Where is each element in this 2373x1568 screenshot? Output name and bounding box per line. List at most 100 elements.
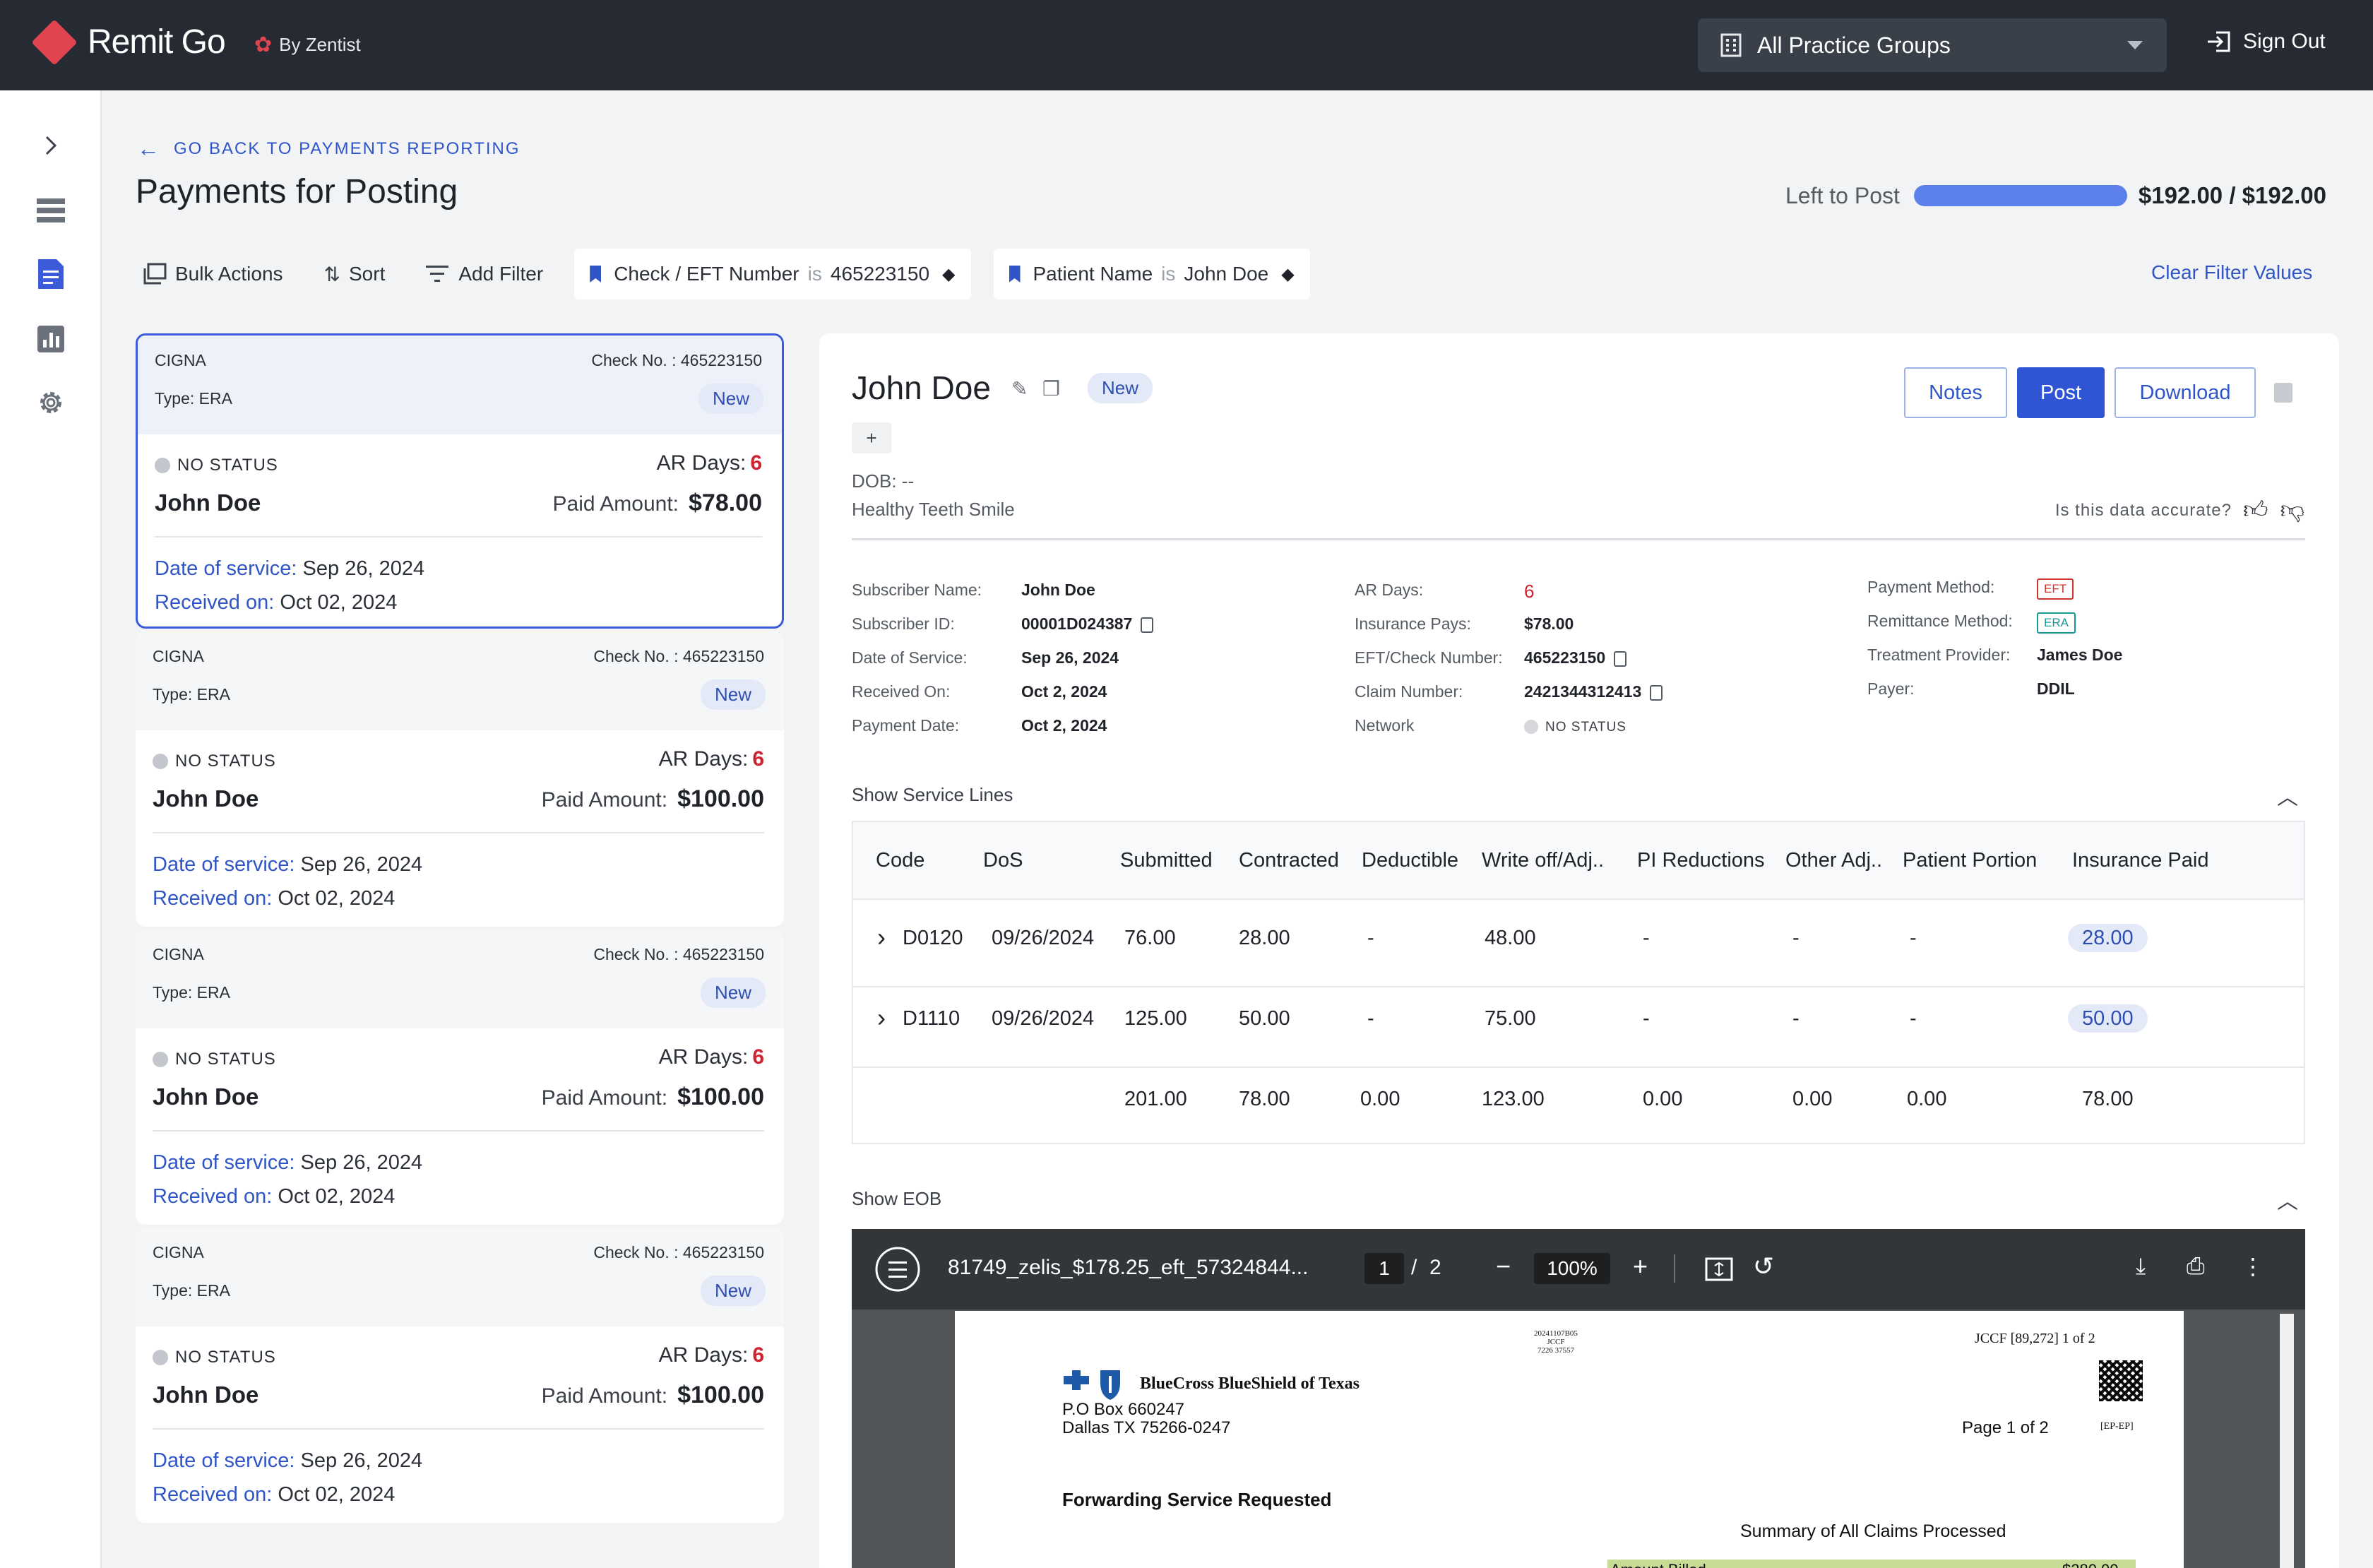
total-cell: 78.00 [2082, 1088, 2134, 1110]
info-label: Received On: [852, 682, 951, 701]
add-filter-button[interactable]: Add Filter [426, 263, 543, 285]
app-name: Remit Go [88, 23, 226, 61]
rotate-icon[interactable]: ↺ [1753, 1252, 1775, 1281]
payment-card[interactable]: CIGNA Check No. : 465223150 Type: ERA Ne… [136, 929, 784, 1225]
service-lines-toggle[interactable]: Show Service Lines [852, 784, 1013, 805]
copy-icon[interactable] [1650, 684, 1663, 701]
bcbs-logo-icon [1064, 1370, 1120, 1400]
practice-group-select[interactable]: All Practice Groups [1698, 18, 2167, 72]
download-button[interactable]: Download [2115, 367, 2256, 418]
patient-name: John Doe [155, 489, 261, 516]
by-zentist-label: By Zentist [279, 34, 361, 55]
info-value: $78.00 [1524, 614, 1574, 634]
bookmark-icon [1009, 266, 1021, 283]
pdf-scrollbar[interactable] [2280, 1314, 2294, 1568]
status-badge: New [698, 384, 763, 414]
check-number: Check No. : 465223150 [593, 1243, 764, 1261]
column-header[interactable]: PI Reductions [1637, 849, 1765, 872]
zoom-out-icon[interactable]: − [1496, 1252, 1511, 1281]
column-header[interactable]: Contracted [1239, 849, 1339, 872]
payments-document-icon[interactable] [31, 254, 71, 294]
table-cell-text[interactable]: 28.00 [2068, 924, 2148, 952]
chevron-up-icon[interactable]: ︿ [2277, 786, 2298, 809]
status-badge: New [1088, 373, 1153, 403]
sign-out-button[interactable]: Sign Out [2206, 30, 2326, 54]
table-cell-text: 48.00 [1485, 927, 1536, 949]
received-on: Received on: Oct 02, 2024 [153, 887, 396, 910]
thumbs-down-icon[interactable]: 👎︎ [2280, 497, 2305, 523]
copy-icon[interactable] [1141, 617, 1154, 633]
info-value-text: NO STATUS [1545, 720, 1626, 735]
more-options-icon[interactable]: ⋮ [2242, 1254, 2264, 1279]
expand-row-chevron-icon[interactable]: › [877, 1003, 886, 1032]
list-icon[interactable] [31, 191, 71, 230]
eob-toggle[interactable]: Show EOB [852, 1188, 942, 1209]
left-to-post: Left to Post $192.00 / $192.00 [1785, 182, 2326, 209]
payment-card[interactable]: CIGNA Check No. : 465223150 Type: ERA Ne… [136, 333, 784, 629]
filter-chip-check-number[interactable]: Check / EFT Number is 465223150 ◆ [574, 249, 971, 299]
zentist-icon: ✿ [254, 33, 273, 57]
table-cell-text: 28.00 [1239, 927, 1290, 949]
add-button[interactable]: + [852, 422, 891, 453]
menu-icon[interactable] [874, 1246, 921, 1293]
pdf-viewer[interactable]: 81749_zelis_$178.25_eft_57324844... 1 / … [852, 1229, 2305, 1568]
filter-chip-patient-name[interactable]: Patient Name is John Doe ◆ [993, 249, 1310, 299]
fit-page-icon[interactable] [1705, 1257, 1733, 1281]
download-icon[interactable]: ⤓ [2136, 1253, 2146, 1278]
print-icon[interactable]: ⎙ [2187, 1253, 2205, 1278]
status-dot-icon [153, 1350, 168, 1365]
zoom-level[interactable]: 100% [1534, 1253, 1610, 1284]
back-to-payments-reporting-link[interactable]: ← GO BACK TO PAYMENTS REPORTING [137, 136, 521, 162]
ar-days: AR Days: 6 [656, 451, 762, 475]
table-cell-text[interactable]: 50.00 [2068, 1004, 2148, 1033]
column-header[interactable]: DoS [983, 849, 1023, 872]
info-label: Payment Method: [1867, 578, 1995, 596]
notes-button[interactable]: Notes [1904, 367, 2007, 418]
payment-card[interactable]: CIGNA Check No. : 465223150 Type: ERA Ne… [136, 1228, 784, 1523]
column-header[interactable]: Patient Portion [1903, 849, 2038, 872]
zoom-in-icon[interactable]: + [1633, 1252, 1648, 1281]
info-value: 6 [1524, 581, 1534, 602]
clear-filter-values-link[interactable]: Clear Filter Values [2151, 261, 2313, 283]
info-value-text: Oct 2, 2024 [1021, 682, 1107, 701]
paid-amount: Paid Amount: $78.00 [552, 489, 762, 516]
eraser-icon[interactable]: ◆ [1281, 264, 1295, 284]
table-cell: - [1643, 927, 1650, 950]
app-logo[interactable]: Remit Go [31, 18, 226, 66]
sort-button[interactable]: ⇅ Sort [324, 263, 386, 286]
column-header[interactable]: Deductible [1362, 849, 1459, 872]
table-cell: - [1910, 1007, 1917, 1031]
column-header[interactable]: Write off/Adj.. [1482, 849, 1604, 872]
table-cell-text: - [1792, 1007, 1800, 1030]
eob-insurer-name: BlueCross BlueShield of Texas [1140, 1374, 1360, 1393]
bulk-actions-button[interactable]: Bulk Actions [143, 263, 283, 285]
column-header[interactable]: Code [876, 849, 925, 872]
table-cell-text: 09/26/2024 [992, 927, 1095, 949]
delete-icon[interactable] [2274, 383, 2292, 403]
page-number-input[interactable]: 1 [1364, 1253, 1404, 1284]
eob-summary-title: Summary of All Claims Processed [1740, 1521, 2006, 1541]
thumbs-up-icon[interactable]: 👍︎ [2242, 497, 2269, 523]
edit-pencil-icon[interactable]: ✎ [1011, 378, 1028, 400]
status-dot-icon [153, 754, 168, 769]
table-cell: - [1367, 927, 1374, 950]
expand-sidebar-icon[interactable] [31, 126, 71, 165]
status-text: NO STATUS [175, 1348, 276, 1367]
eraser-icon[interactable]: ◆ [942, 264, 956, 284]
copy-icon[interactable] [1614, 651, 1627, 667]
chevron-up-icon[interactable]: ︿ [2277, 1190, 2298, 1213]
copy-icon[interactable]: ❐ [1042, 378, 1061, 400]
column-header[interactable]: Insurance Paid [2072, 849, 2209, 872]
payment-type: Type: ERA [153, 1281, 230, 1300]
post-button[interactable]: Post [2017, 367, 2105, 418]
settings-gear-icon[interactable] [31, 383, 71, 422]
info-value: James Doe [2037, 646, 2122, 665]
column-header[interactable]: Other Adj.. [1785, 849, 1883, 872]
filter-field: Check / EFT Number [614, 263, 799, 285]
column-header[interactable]: Submitted [1120, 849, 1213, 872]
expand-row-chevron-icon[interactable]: › [877, 922, 886, 951]
eob-forwarding: Forwarding Service Requested [1062, 1489, 1332, 1510]
reports-chart-icon[interactable] [31, 319, 71, 359]
payment-card[interactable]: CIGNA Check No. : 465223150 Type: ERA Ne… [136, 631, 784, 927]
info-value: DDIL [2037, 679, 2075, 699]
